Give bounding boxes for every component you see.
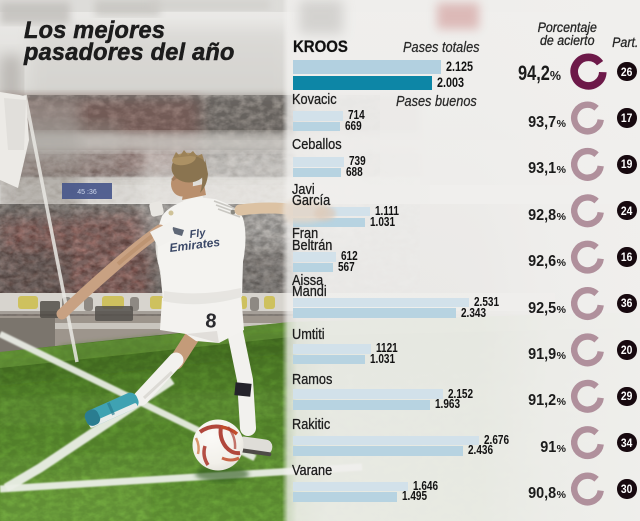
svg-text:Fly: Fly: [189, 227, 207, 241]
svg-text:8: 8: [205, 310, 218, 333]
svg-text:Emirates: Emirates: [169, 235, 221, 255]
svg-text:45 :36: 45 :36: [77, 189, 97, 196]
